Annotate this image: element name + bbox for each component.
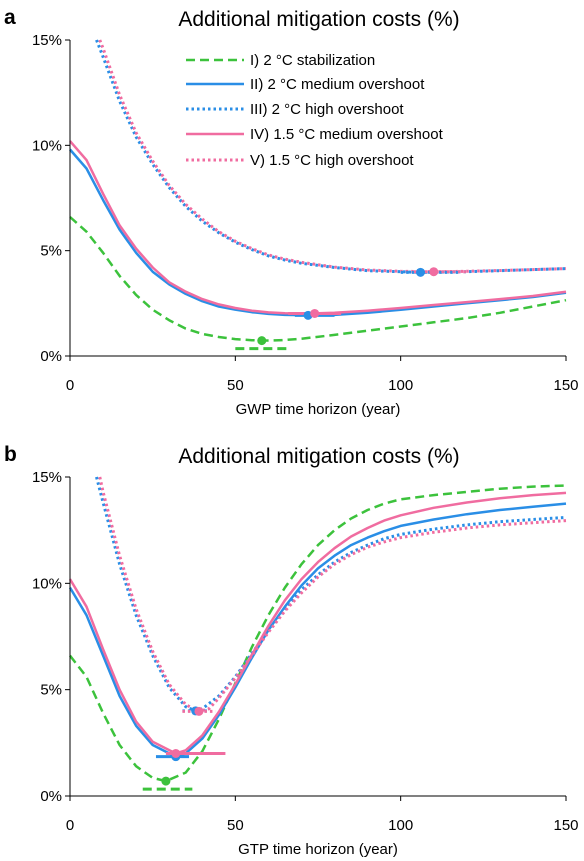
panel-b: b Additional mitigation costs (%) 0% 5% 10… (4, 443, 579, 858)
panel-b-series-4-minimum-point (171, 748, 181, 758)
panel-a-x-tick-label: 150 (553, 377, 578, 394)
panel-b-y-tick-label: 5% (40, 682, 62, 699)
panel-a-x-axis-label: GWP time horizon (year) (236, 401, 401, 418)
legend-label-5: V) 1.5 °C high overshoot (250, 152, 414, 169)
panel-a-x-tick-label: 100 (388, 377, 413, 394)
panel-b-x-tick-label: 100 (388, 817, 413, 834)
panel-b-series-3-line (95, 476, 567, 713)
panel-b-series-4-line (68, 491, 567, 755)
panel-b-x-tick-label: 50 (227, 817, 244, 834)
panel-a-letter: a (4, 6, 16, 29)
panel-a-series-5-minimum-point (429, 267, 439, 277)
panel-a-x-tick-label: 0 (66, 377, 74, 394)
panel-a-series-1-minimum-point (257, 336, 267, 346)
legend-label-4: IV) 1.5 °C medium overshoot (250, 126, 444, 143)
panel-b-title: Additional mitigation costs (%) (178, 445, 459, 468)
panel-b-series-2-line (68, 502, 567, 758)
panel-b-x-axis-label: GTP time horizon (year) (238, 841, 398, 858)
panel-b-y-tick-label: 15% (32, 469, 62, 486)
panel-b-ticks: 0% 5% 10% 15% 0 50 100 150 (32, 469, 579, 834)
legend-label-3: III) 2 °C high overshoot (250, 101, 404, 118)
panel-a-series-4-line (69, 140, 567, 315)
panel-b-series-5-line (98, 476, 567, 713)
panel-a-y-tick-label: 5% (40, 243, 62, 260)
panel-b-x-tick-label: 150 (553, 817, 578, 834)
panel-a-series-3-line (95, 39, 567, 274)
panel-a-y-tick-label: 10% (32, 137, 62, 154)
panel-b-x-tick-label: 0 (66, 817, 74, 834)
legend-label-1: I) 2 °C stabilization (250, 52, 375, 69)
panel-a-y-tick-label: 0% (40, 348, 62, 365)
panel-a: a Additional mitigation costs (%) 0% 5% 10… (4, 6, 579, 418)
panel-a-y-tick-label: 15% (32, 32, 62, 49)
panel-a-series-3-minimum-point (416, 267, 426, 277)
panel-a-series-2-line (69, 148, 567, 317)
panel-b-series-5-minimum-point (194, 706, 204, 716)
legend-label-2: II) 2 °C medium overshoot (250, 76, 425, 93)
panel-b-letter: b (4, 443, 17, 466)
panel-b-series-1-minimum-point (161, 776, 171, 786)
panel-a-title: Additional mitigation costs (%) (178, 8, 459, 31)
panel-a-series-1-line (69, 216, 567, 342)
panel-b-y-tick-label: 0% (40, 788, 62, 805)
panel-a-plot-area (69, 39, 567, 351)
panel-b-plot-area (68, 476, 567, 791)
panel-a-series-4-minimum-point (310, 308, 320, 318)
panel-b-series-1-line (69, 484, 567, 783)
legend: I) 2 °C stabilization II) 2 °C medium ov… (186, 52, 444, 169)
panel-a-ticks: 0% 5% 10% 15% 0 50 100 150 (32, 32, 579, 394)
panel-a-x-tick-label: 50 (227, 377, 244, 394)
panel-b-y-tick-label: 10% (32, 575, 62, 592)
